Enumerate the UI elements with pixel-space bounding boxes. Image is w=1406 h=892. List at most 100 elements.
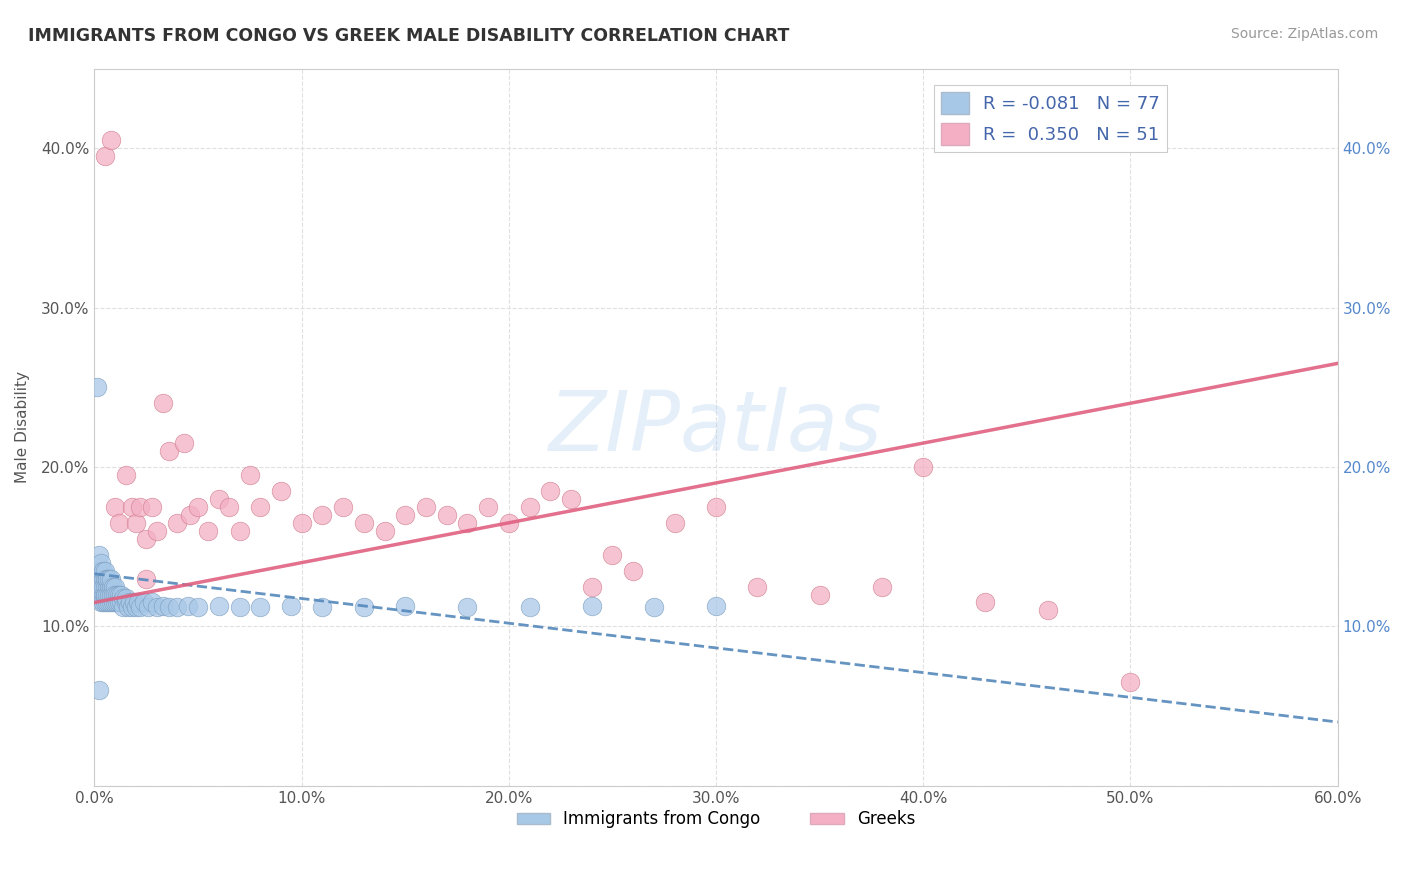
Point: [152, 396, 174, 410]
Point: [91, 587, 114, 601]
Point: [138, 600, 160, 615]
Point: [353, 600, 375, 615]
Point: [157, 600, 180, 615]
Point: [90, 556, 112, 570]
Point: [94, 595, 117, 609]
Point: [291, 516, 314, 530]
Point: [179, 508, 201, 522]
Point: [519, 500, 541, 514]
Point: [100, 580, 122, 594]
Point: [108, 516, 131, 530]
Point: [808, 587, 831, 601]
Point: [1036, 603, 1059, 617]
Point: [98, 572, 121, 586]
Point: [141, 500, 163, 514]
Point: [104, 595, 127, 609]
Point: [114, 467, 136, 482]
Point: [90, 564, 112, 578]
Point: [118, 595, 141, 609]
Point: [110, 587, 132, 601]
Point: [122, 595, 145, 609]
Point: [105, 587, 128, 601]
Point: [249, 600, 271, 615]
Text: Source: ZipAtlas.com: Source: ZipAtlas.com: [1230, 27, 1378, 41]
Point: [311, 600, 333, 615]
Point: [125, 516, 148, 530]
Point: [112, 591, 135, 605]
Point: [1119, 675, 1142, 690]
Point: [704, 500, 727, 514]
Point: [94, 587, 117, 601]
Point: [152, 599, 174, 613]
Point: [581, 580, 603, 594]
Point: [280, 599, 302, 613]
Point: [114, 595, 136, 609]
Point: [394, 508, 416, 522]
Y-axis label: Male Disability: Male Disability: [15, 371, 30, 483]
Point: [96, 572, 118, 586]
Legend: Immigrants from Congo, Greeks: Immigrants from Congo, Greeks: [510, 804, 922, 835]
Point: [86, 380, 108, 394]
Point: [90, 595, 112, 609]
Point: [145, 600, 167, 615]
Point: [141, 595, 163, 609]
Point: [197, 524, 219, 538]
Point: [127, 595, 149, 609]
Point: [353, 516, 375, 530]
Point: [129, 500, 152, 514]
Point: [643, 600, 665, 615]
Point: [704, 599, 727, 613]
Point: [110, 595, 132, 609]
Point: [498, 516, 520, 530]
Point: [101, 587, 124, 601]
Point: [311, 508, 333, 522]
Point: [101, 595, 124, 609]
Point: [96, 572, 118, 586]
Point: [100, 133, 122, 147]
Point: [87, 587, 110, 601]
Point: [228, 600, 250, 615]
Point: [239, 467, 262, 482]
Point: [94, 149, 117, 163]
Point: [98, 587, 121, 601]
Point: [121, 600, 143, 615]
Point: [100, 572, 122, 586]
Point: [112, 600, 135, 615]
Point: [135, 572, 157, 586]
Point: [100, 587, 122, 601]
Point: [108, 595, 131, 609]
Point: [145, 524, 167, 538]
Point: [228, 524, 250, 538]
Point: [87, 548, 110, 562]
Point: [121, 500, 143, 514]
Point: [415, 500, 437, 514]
Point: [108, 587, 131, 601]
Text: IMMIGRANTS FROM CONGO VS GREEK MALE DISABILITY CORRELATION CHART: IMMIGRANTS FROM CONGO VS GREEK MALE DISA…: [28, 27, 790, 45]
Point: [456, 600, 478, 615]
Point: [912, 460, 935, 475]
Point: [166, 516, 188, 530]
Point: [664, 516, 686, 530]
Point: [125, 600, 148, 615]
Point: [96, 595, 118, 609]
Point: [870, 580, 893, 594]
Point: [117, 600, 139, 615]
Point: [436, 508, 458, 522]
Text: ZIPatlas: ZIPatlas: [550, 386, 883, 467]
Point: [86, 572, 108, 586]
Point: [187, 500, 209, 514]
Point: [394, 599, 416, 613]
Point: [374, 524, 396, 538]
Point: [98, 595, 121, 609]
Point: [90, 580, 112, 594]
Point: [208, 491, 231, 506]
Point: [173, 436, 195, 450]
Point: [602, 548, 624, 562]
Point: [94, 564, 117, 578]
Point: [621, 564, 644, 578]
Point: [581, 599, 603, 613]
Point: [105, 595, 128, 609]
Point: [94, 572, 117, 586]
Point: [208, 599, 231, 613]
Point: [134, 595, 156, 609]
